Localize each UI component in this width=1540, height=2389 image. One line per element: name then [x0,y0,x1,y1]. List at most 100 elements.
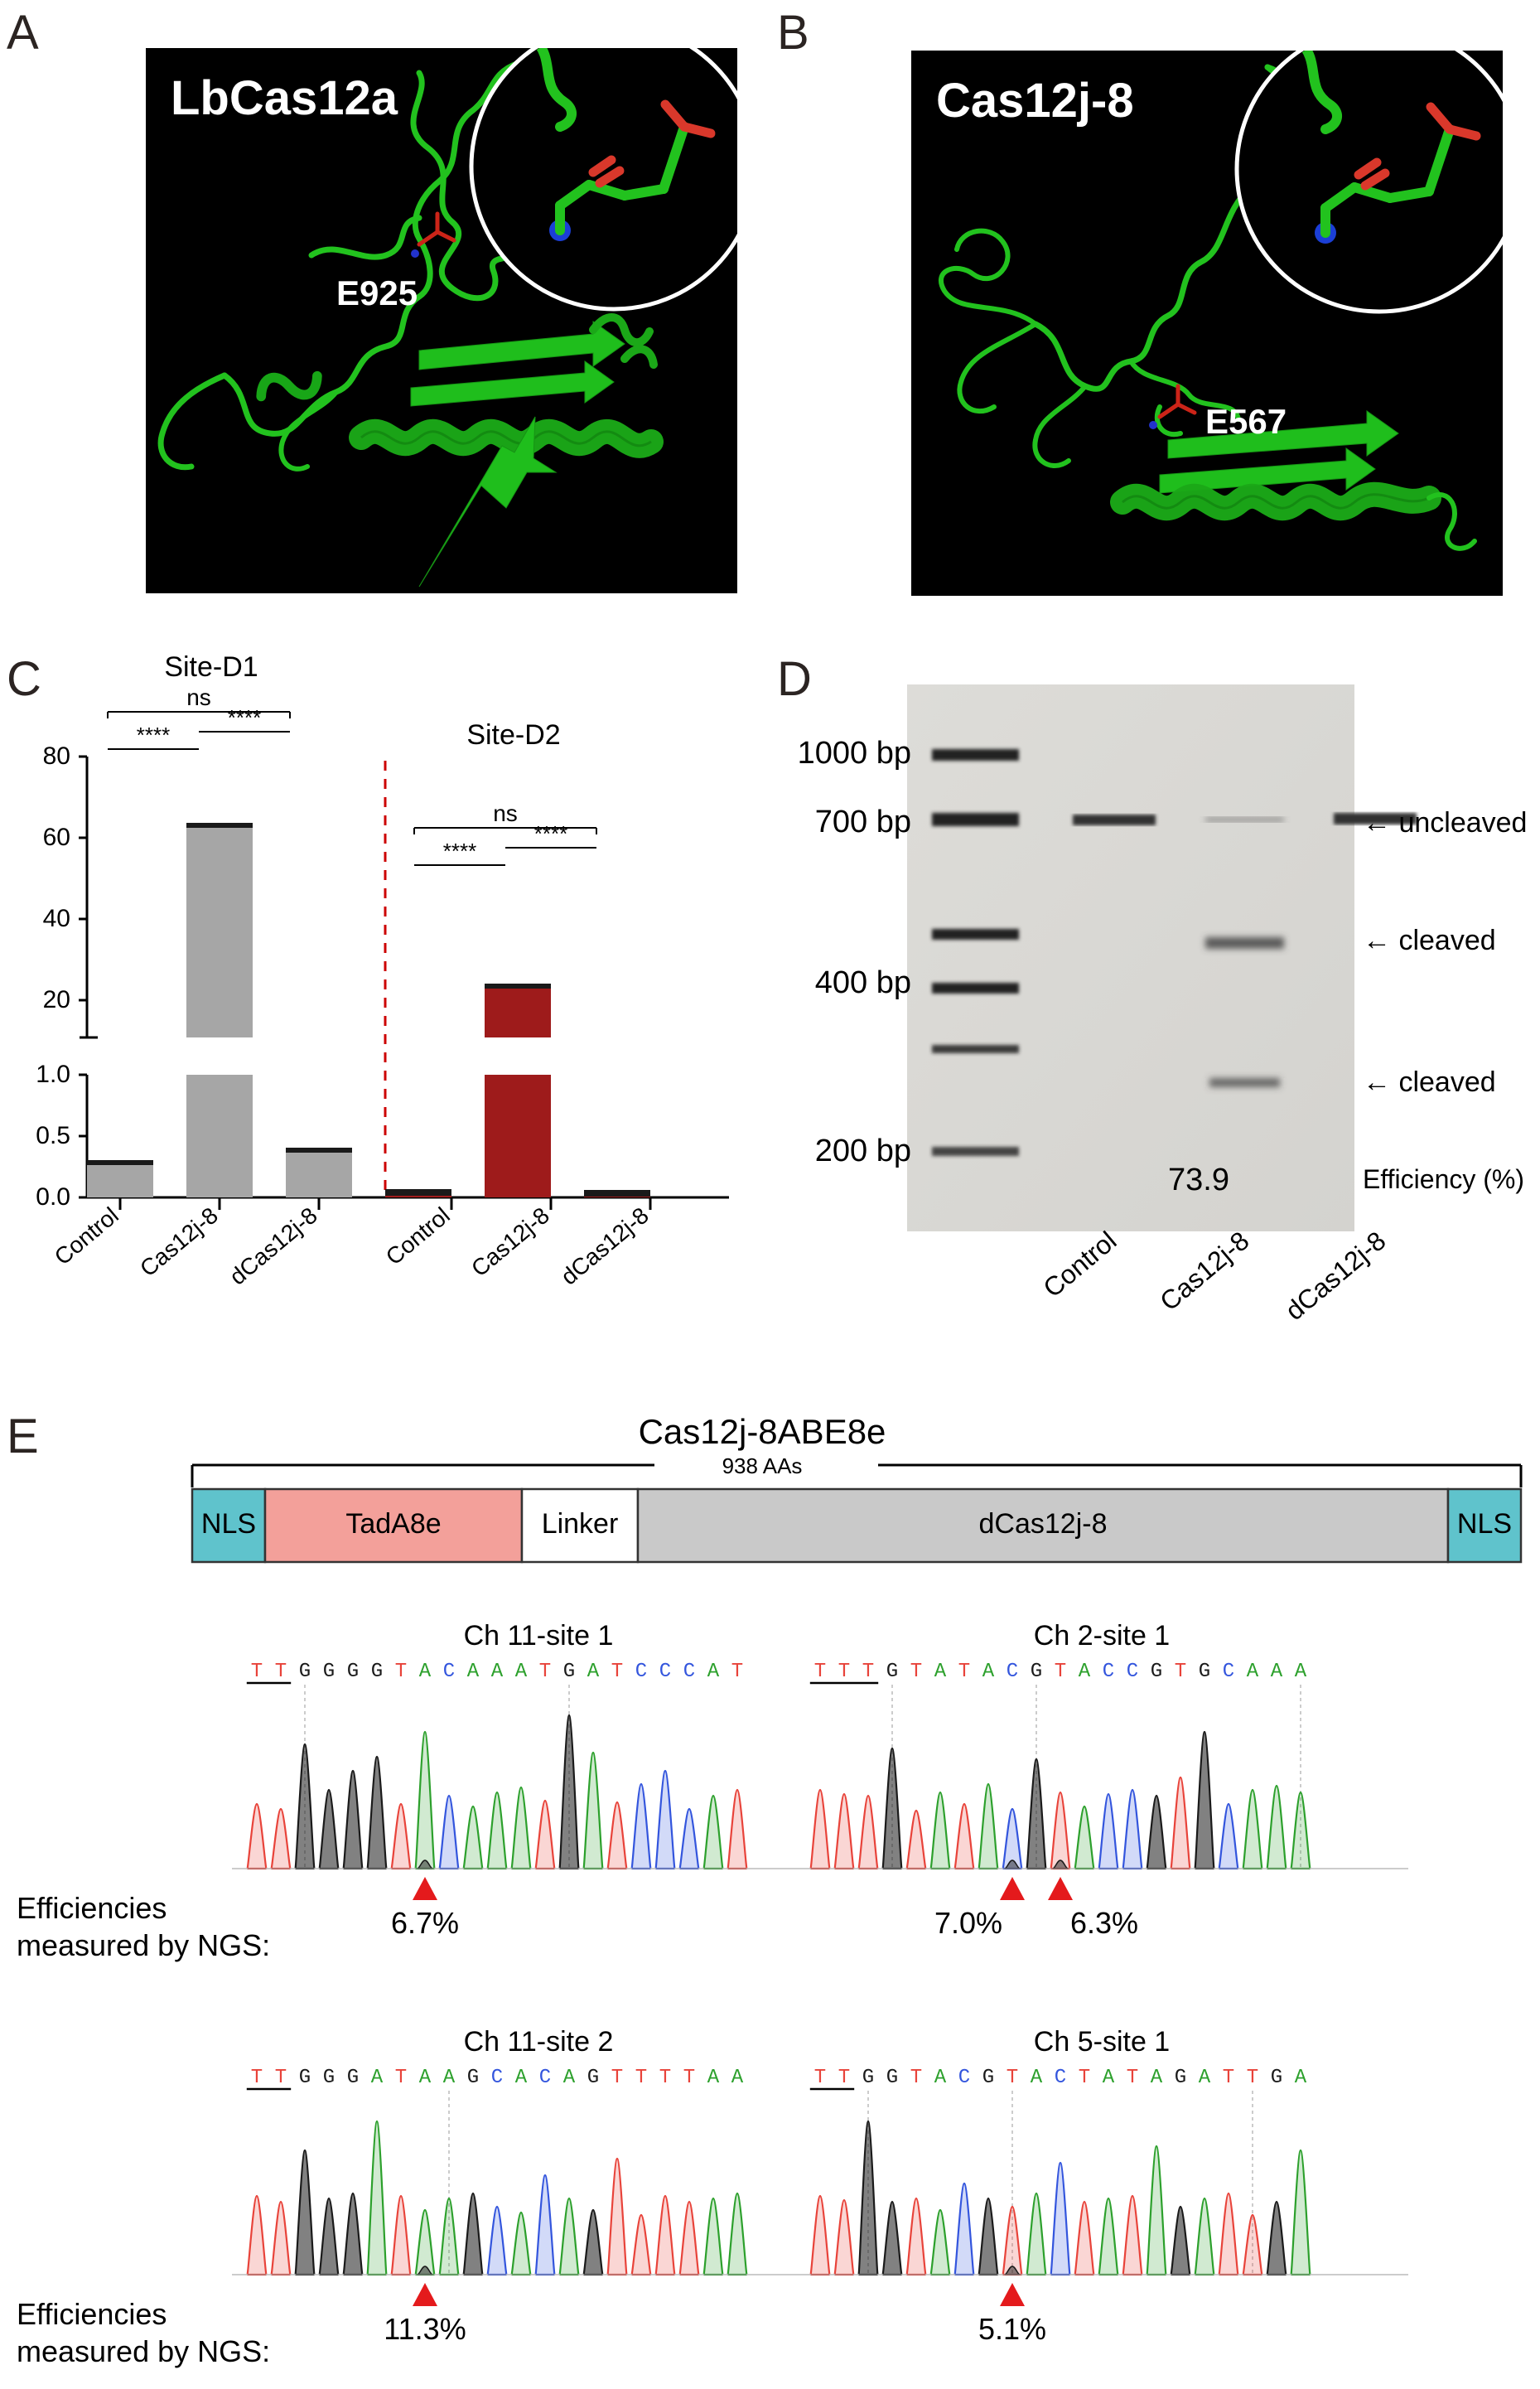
svg-text:A: A [491,1661,504,1683]
svg-text:C: C [539,2067,551,2089]
svg-text:C: C [683,1661,695,1683]
svg-text:T: T [395,2067,407,2089]
svg-text:G: G [347,2067,359,2089]
svg-text:200 bp: 200 bp [815,1134,911,1168]
svg-text:A: A [467,1661,480,1683]
svg-text:G: G [371,1661,383,1683]
svg-text:20: 20 [43,986,70,1013]
svg-text:G: G [299,2067,311,2089]
svg-text:A: A [731,2067,744,2089]
svg-text:A: A [1199,2067,1211,2089]
svg-text:C: C [1055,2067,1066,2089]
svg-text:73.9: 73.9 [1168,1163,1229,1197]
svg-text:400 bp: 400 bp [815,965,911,1000]
svg-text:0.5: 0.5 [36,1122,70,1149]
svg-text:T: T [251,2067,263,2089]
svg-text:Ch 11-site 1: Ch 11-site 1 [464,1620,614,1652]
svg-text:T: T [1247,2067,1258,2089]
svg-text:← cleaved: ← cleaved [1363,925,1496,956]
svg-text:T: T [1007,2067,1018,2089]
svg-text:Cas12j-8: Cas12j-8 [936,74,1134,128]
svg-text:C: C [958,2067,970,2089]
svg-text:700 bp: 700 bp [815,805,911,839]
svg-text:T: T [958,1661,970,1683]
svg-text:****: **** [137,723,170,747]
svg-text:Control: Control [50,1202,123,1270]
svg-text:A: A [515,2067,528,2089]
svg-text:dCas12j-8: dCas12j-8 [979,1508,1108,1540]
svg-text:A: A [1295,2067,1307,2089]
svg-text:C: C [1103,1661,1114,1683]
svg-text:A: A [934,2067,947,2089]
svg-text:dCas12j-8: dCas12j-8 [224,1202,322,1290]
svg-text:T: T [611,2067,623,2089]
svg-text:Ch 11-site 2: Ch 11-site 2 [464,2026,614,2058]
svg-text:T: T [275,1661,287,1683]
svg-text:Control: Control [1037,1226,1122,1303]
svg-text:← cleaved: ← cleaved [1363,1066,1496,1098]
svg-text:E925: E925 [336,273,418,312]
svg-text:G: G [1271,2067,1282,2089]
svg-text:C: C [491,2067,503,2089]
svg-text:11.3%: 11.3% [384,2312,466,2346]
svg-text:A: A [419,2067,432,2089]
svg-text:TadA8e: TadA8e [345,1508,441,1540]
svg-text:A: A [1247,1661,1259,1683]
svg-text:G: G [1031,1661,1042,1683]
svg-text:A: A [1271,1661,1283,1683]
svg-text:A: A [563,2067,576,2089]
svg-text:80: 80 [43,742,70,770]
svg-text:A: A [371,2067,384,2089]
svg-text:A: A [707,1661,720,1683]
svg-text:T: T [611,1661,623,1683]
svg-text:ns: ns [186,684,211,710]
svg-text:****: **** [228,705,261,730]
svg-text:G: G [1175,2067,1186,2089]
svg-text:G: G [862,2067,874,2089]
svg-text:T: T [910,2067,922,2089]
svg-text:G: G [587,2067,599,2089]
svg-text:6.7%: 6.7% [391,1906,459,1940]
svg-text:Control: Control [381,1202,455,1270]
svg-text:C: C [1007,1661,1018,1683]
svg-text:T: T [814,1661,826,1683]
svg-text:NLS: NLS [1457,1508,1512,1540]
svg-text:T: T [910,1661,922,1683]
svg-text:T: T [395,1661,407,1683]
svg-text:****: **** [534,821,567,846]
svg-text:1.0: 1.0 [36,1061,70,1088]
svg-text:T: T [1055,1661,1066,1683]
svg-text:****: **** [443,839,476,863]
svg-text:Efficiency (%): Efficiency (%) [1363,1164,1524,1194]
svg-text:Ch 5-site 1: Ch 5-site 1 [1034,2026,1170,2058]
svg-text:G: G [1199,1661,1210,1683]
svg-text:G: G [563,1661,575,1683]
svg-text:5.1%: 5.1% [978,2312,1046,2346]
svg-text:Site-D2: Site-D2 [466,719,560,751]
svg-text:T: T [1175,1661,1186,1683]
svg-text:A: A [1103,2067,1115,2089]
svg-text:G: G [299,1661,311,1683]
svg-text:G: G [1151,1661,1162,1683]
svg-text:A: A [982,1661,995,1683]
svg-text:E567: E567 [1205,402,1287,441]
svg-text:Linker: Linker [542,1508,619,1540]
svg-text:A: A [419,1661,432,1683]
svg-text:A: A [1031,2067,1043,2089]
svg-text:G: G [886,2067,898,2089]
svg-text:G: G [467,2067,479,2089]
svg-text:T: T [862,1661,874,1683]
svg-text:A: A [515,1661,528,1683]
svg-text:60: 60 [43,824,70,851]
svg-text:T: T [731,1661,743,1683]
svg-text:6.3%: 6.3% [1070,1906,1138,1940]
svg-text:C: C [443,1661,455,1683]
svg-text:G: G [886,1661,898,1683]
svg-text:G: G [323,2067,335,2089]
svg-text:Ch 2-site 1: Ch 2-site 1 [1034,1620,1170,1652]
svg-text:T: T [1223,2067,1234,2089]
svg-text:1000 bp: 1000 bp [798,736,911,771]
svg-text:G: G [323,1661,335,1683]
svg-text:40: 40 [43,905,70,932]
svg-text:C: C [635,1661,647,1683]
